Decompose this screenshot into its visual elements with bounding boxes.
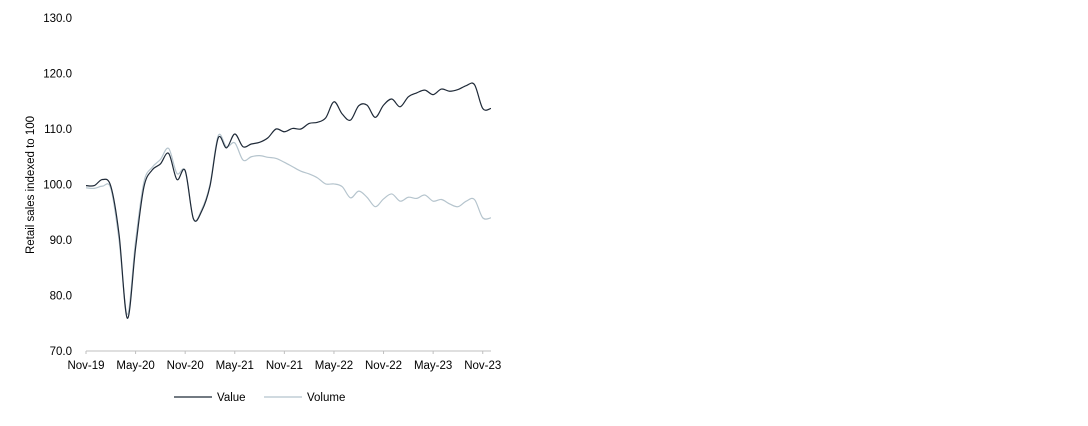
legend: Value Volume xyxy=(174,392,345,404)
x-tick-label: May-23 xyxy=(414,360,452,372)
y-axis: 70.0 80.0 90.0 100.0 110.0 120.0 130.0 xyxy=(43,13,72,358)
legend-item-volume: Volume xyxy=(264,392,345,404)
y-tick-label: 130.0 xyxy=(43,13,72,25)
x-tick-label: May-22 xyxy=(315,360,353,372)
legend-label-volume: Volume xyxy=(307,392,345,404)
series-line-volume xyxy=(85,133,492,315)
legend-item-value: Value xyxy=(174,392,246,404)
y-tick-label: 90.0 xyxy=(50,235,72,247)
x-tick-label: Nov-23 xyxy=(464,360,501,372)
y-tick-label: 120.0 xyxy=(43,69,72,81)
x-tick-label: Nov-20 xyxy=(167,360,204,372)
y-tick-label: 110.0 xyxy=(44,124,72,136)
y-tick-label: 80.0 xyxy=(50,291,72,303)
y-tick-label: 100.0 xyxy=(43,180,72,192)
x-tick-label: May-20 xyxy=(116,360,154,372)
x-tick-label: May-21 xyxy=(216,360,254,372)
y-tick-label: 70.0 xyxy=(50,346,72,358)
x-tick-label: Nov-22 xyxy=(365,360,402,372)
x-tick-label: Nov-21 xyxy=(266,360,303,372)
series-lines xyxy=(85,82,492,319)
series-line-value xyxy=(85,82,492,319)
x-tick-label: Nov-19 xyxy=(67,360,104,372)
x-axis: Nov-19 May-20 Nov-20 May-21 Nov-21 May-22 Nov-… xyxy=(67,351,501,372)
legend-label-value: Value xyxy=(217,392,246,404)
y-axis-title: Retail sales indexed to 100 xyxy=(25,116,37,254)
